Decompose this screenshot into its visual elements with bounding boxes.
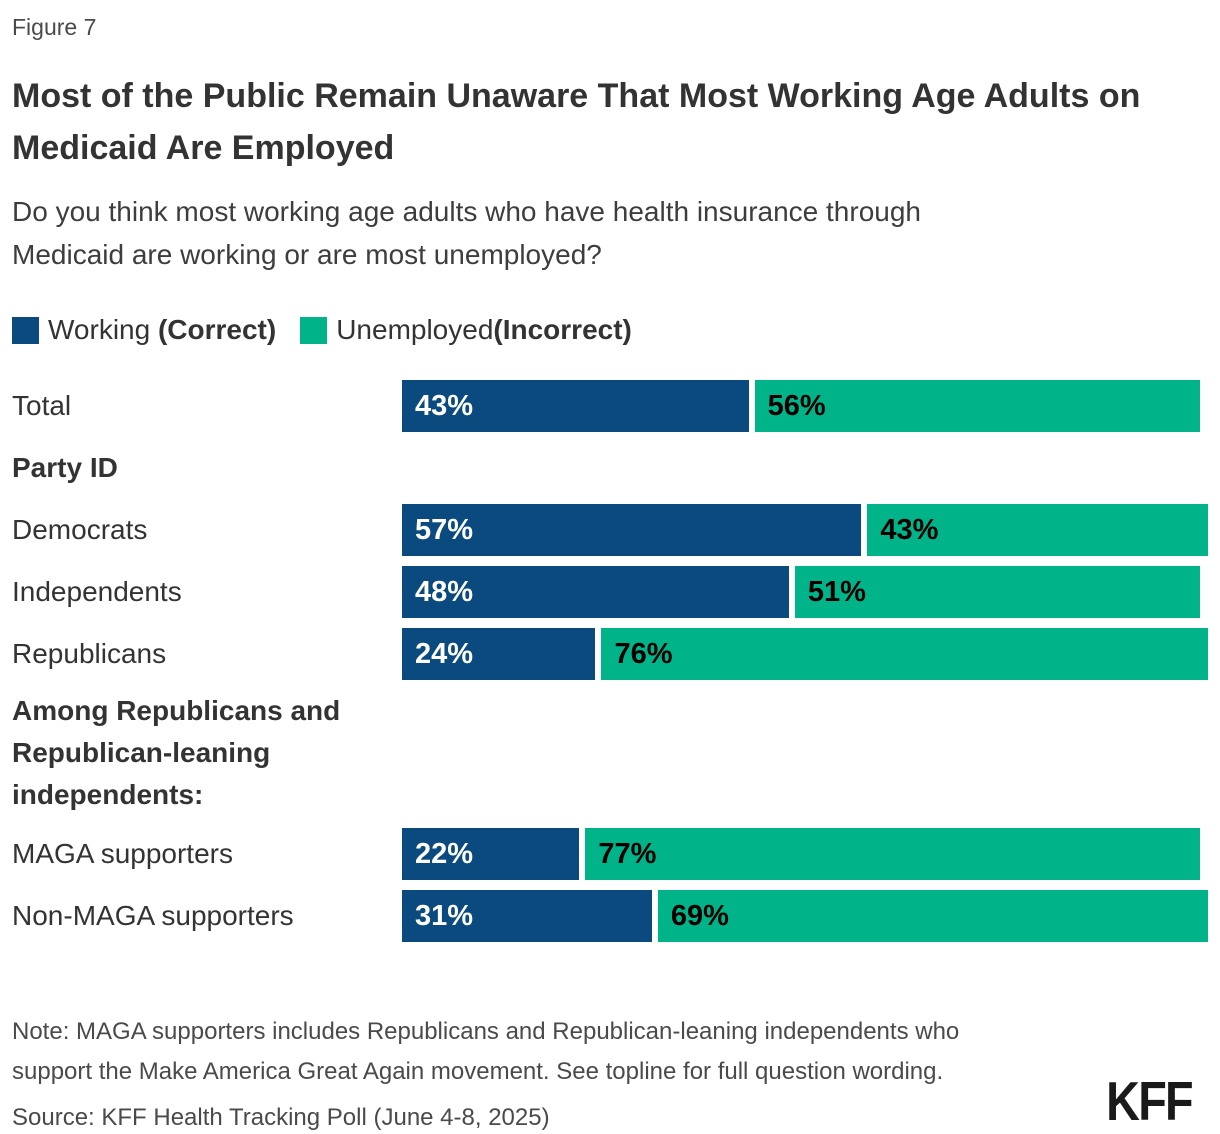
working-bar-segment: 24%: [402, 628, 596, 680]
working-bar-segment: 31%: [402, 890, 652, 942]
bar-track: 57% 43%: [402, 504, 1208, 556]
category-label: Republicans: [12, 638, 167, 669]
legend-label-working-qualifier: (Correct): [157, 314, 277, 345]
figure-label: Figure 7: [12, 14, 97, 40]
bar-track: 48% 51%: [402, 566, 1208, 618]
chart-title: Most of the Public Remain Unaware That M…: [12, 77, 1141, 167]
bar-track: 24% 76%: [402, 628, 1208, 680]
unemployed-bar-segment: 56%: [754, 380, 1200, 432]
category-label: Non-MAGA supporters: [12, 900, 294, 931]
bar-track: 31% 69%: [402, 890, 1208, 942]
category-label: MAGA supporters: [12, 838, 233, 869]
bar-row: Non-MAGA supporters 31% 69%: [12, 890, 1208, 942]
category-label: Total: [12, 390, 72, 421]
chart-subtitle: Do you think most working age adults who…: [12, 196, 921, 270]
chart-rows: Total 43% 56% Party ID Democrats 57% 43% Indepe…: [12, 380, 1208, 942]
working-bar-segment: 57%: [402, 504, 862, 556]
legend-label-unemployed: Unemployed(Incorrect): [336, 314, 632, 346]
bar-row: Democrats 57% 43%: [12, 504, 1208, 556]
kff-logo: KFF: [1106, 1070, 1193, 1132]
legend-label-unemployed-text: Unemployed: [336, 314, 494, 345]
bar-row: MAGA supporters 22% 77%: [12, 828, 1208, 880]
source-text: Source: KFF Health Tracking Poll (June 4…: [12, 1104, 550, 1131]
bar-row: Independents 48% 51%: [12, 566, 1208, 618]
bar-row: Total 43% 56%: [12, 380, 1208, 432]
legend-label-unemployed-qualifier: (Incorrect): [493, 314, 632, 345]
legend-label-working: Working (Correct): [48, 314, 276, 346]
unemployed-bar-segment: 43%: [867, 504, 1208, 556]
legend-item-unemployed: Unemployed(Incorrect): [300, 314, 632, 346]
unemployed-bar-segment: 51%: [794, 566, 1200, 618]
bar-row: Republicans 24% 76%: [12, 628, 1208, 680]
bar-track: 22% 77%: [402, 828, 1208, 880]
working-bar-segment: 48%: [402, 566, 789, 618]
legend: Working (Correct) Unemployed(Incorrect): [12, 314, 1208, 346]
working-swatch-icon: [12, 316, 39, 344]
category-label: Independents: [12, 576, 182, 607]
legend-label-working-text: Working: [48, 314, 158, 345]
group-heading: Among Republicans and Republican-leaning…: [12, 695, 341, 810]
working-bar-segment: 22%: [402, 828, 580, 880]
unemployed-bar-segment: 76%: [601, 628, 1208, 680]
unemployed-bar-segment: 69%: [657, 890, 1208, 942]
group-heading: Party ID: [12, 452, 118, 483]
unemployed-swatch-icon: [300, 316, 328, 344]
unemployed-bar-segment: 77%: [585, 828, 1200, 880]
note-text: Note: MAGA supporters includes Republica…: [12, 1018, 960, 1085]
bar-track: 43% 56%: [402, 380, 1208, 432]
working-bar-segment: 43%: [402, 380, 749, 432]
category-label: Democrats: [12, 514, 148, 545]
legend-item-working: Working (Correct): [12, 314, 276, 346]
